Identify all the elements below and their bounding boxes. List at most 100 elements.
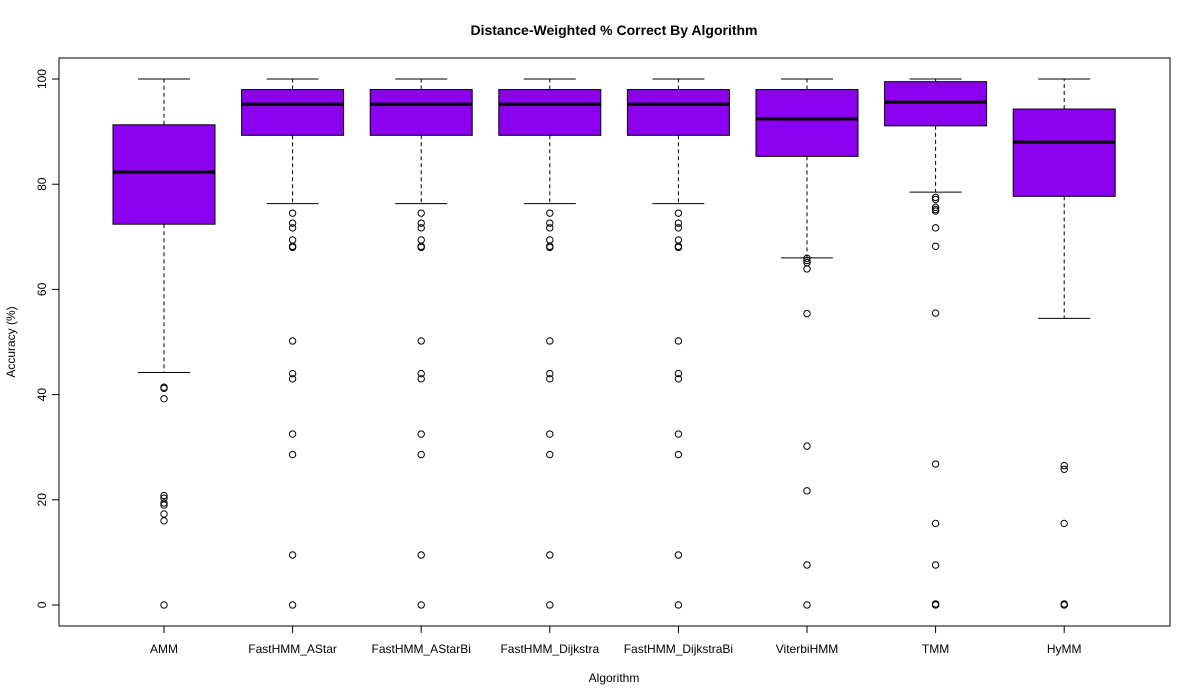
x-tick-label: FastHMM_Dijkstra <box>500 642 599 656</box>
outlier-point <box>803 256 811 265</box>
outlier-point <box>674 369 683 378</box>
box-fasthmm-dijkstrabi <box>626 78 730 609</box>
x-tick-label: ViterbiHMM <box>776 642 838 656</box>
outlier-point <box>931 224 940 232</box>
iqr-box <box>755 89 859 157</box>
outlier-point <box>288 601 297 609</box>
outlier-point <box>931 561 940 569</box>
outlier-point <box>288 337 297 345</box>
outlier-point <box>417 236 425 244</box>
x-axis-label: Algorithm <box>589 671 640 685</box>
iqr-box <box>1012 108 1116 197</box>
outlier-point <box>931 460 940 468</box>
iqr-box <box>369 89 473 136</box>
box-amm <box>112 78 216 609</box>
outlier-point <box>417 209 425 217</box>
outlier-point <box>288 551 297 559</box>
y-tick-label: 100 <box>35 69 49 89</box>
box-hymm <box>1012 78 1116 609</box>
outlier-point <box>160 499 168 507</box>
y-tick-label: 40 <box>35 388 49 402</box>
outlier-point <box>160 395 168 403</box>
plot-frame <box>58 57 1171 627</box>
outlier-point <box>674 236 683 244</box>
outlier-point <box>931 203 940 212</box>
box-tmm <box>884 78 988 609</box>
outlier-point <box>546 224 554 232</box>
outlier-point <box>160 517 168 525</box>
outlier-point <box>1060 461 1068 470</box>
box-fasthmm-astar <box>241 78 345 609</box>
outlier-point <box>931 195 940 204</box>
outlier-point <box>546 243 554 252</box>
outlier-point <box>417 551 425 559</box>
outlier-point <box>674 219 683 227</box>
outlier-point <box>803 309 811 318</box>
outlier-point <box>1060 601 1068 609</box>
x-tick-label: FastHMM_AStarBi <box>372 642 471 656</box>
box-viterbihmm <box>755 78 859 609</box>
outlier-point <box>931 193 940 202</box>
outlier-point <box>160 601 168 609</box>
outlier-point <box>288 430 297 438</box>
outlier-point <box>417 601 425 609</box>
outlier-point <box>674 243 683 252</box>
outlier-point <box>417 369 425 378</box>
x-tick-label: FastHMM_AStar <box>248 642 337 656</box>
x-axis: AMM FastHMM_AStar FastHMM_AStarBi FastHMM_D… <box>150 625 1082 656</box>
x-tick-label: FastHMM_DijkstraBi <box>624 642 733 656</box>
outlier-point <box>674 450 683 459</box>
outlier-point <box>160 384 168 392</box>
outlier-point <box>546 209 554 217</box>
outlier-point <box>546 219 554 227</box>
outlier-point <box>417 337 425 345</box>
box-fasthmm-astarbi <box>369 78 473 609</box>
outlier-point <box>931 242 940 250</box>
outlier-point <box>417 450 425 459</box>
x-tick-label: HyMM <box>1047 642 1082 656</box>
outlier-point <box>931 309 940 317</box>
outlier-point <box>546 601 554 609</box>
outlier-point <box>1060 519 1068 528</box>
outlier-point <box>674 209 683 217</box>
outlier-point <box>546 551 554 559</box>
box-fasthmm-dijkstra <box>498 78 602 609</box>
outlier-point <box>803 561 811 569</box>
outlier-point <box>674 375 683 383</box>
outlier-point <box>417 375 425 383</box>
outlier-point <box>288 369 297 378</box>
outlier-point <box>160 491 168 500</box>
chart-title: Distance-Weighted % Correct By Algorithm <box>470 22 757 38</box>
outlier-point <box>288 450 297 459</box>
outlier-point <box>674 551 683 559</box>
outlier-point <box>546 430 554 438</box>
outlier-point <box>931 601 940 609</box>
outlier-point <box>546 369 554 378</box>
iqr-box <box>241 89 345 136</box>
outlier-point <box>546 450 554 459</box>
iqr-box <box>884 81 988 127</box>
outlier-point <box>546 375 554 383</box>
outlier-point <box>803 265 811 273</box>
boxes-group <box>112 78 1116 609</box>
x-tick-label: AMM <box>150 642 178 656</box>
y-tick-label: 80 <box>35 177 49 191</box>
outlier-point <box>931 519 940 528</box>
outlier-point <box>546 337 554 345</box>
iqr-box <box>498 89 602 136</box>
outlier-point <box>288 209 297 217</box>
iqr-box <box>626 89 730 136</box>
iqr-box <box>112 124 216 225</box>
outlier-point <box>417 430 425 438</box>
outlier-point <box>546 236 554 244</box>
outlier-point <box>417 224 425 232</box>
outlier-point <box>288 375 297 383</box>
outlier-point <box>417 219 425 227</box>
outlier-point <box>803 487 811 495</box>
outlier-point <box>803 601 811 609</box>
outlier-point <box>674 430 683 438</box>
y-tick-label: 20 <box>35 493 49 507</box>
outlier-point <box>803 442 811 450</box>
